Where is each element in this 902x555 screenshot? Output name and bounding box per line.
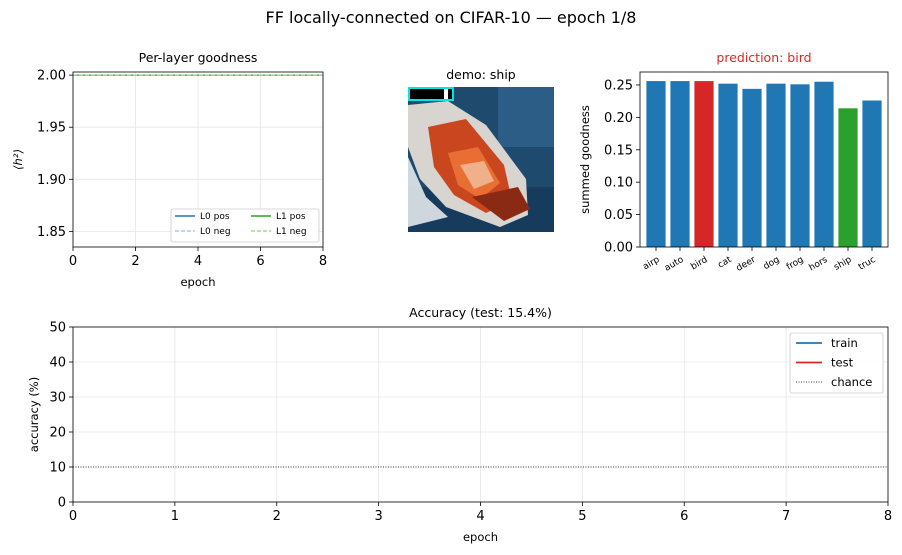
bar-hors (814, 81, 834, 247)
y-tick-label: 10 (49, 461, 66, 476)
x-tick-label: 2 (131, 254, 139, 269)
y-tick-label: 30 (49, 391, 66, 406)
y-tick-label: 1.90 (37, 173, 66, 188)
x-tick-label: truc (857, 255, 878, 273)
bar-bird (694, 81, 714, 248)
y-tick-label: 0.10 (604, 176, 633, 191)
x-tick-label: 5 (578, 509, 586, 524)
x-tick-label: 3 (374, 509, 382, 524)
x-tick-label: deer (735, 255, 758, 274)
legend-label: L1 pos (276, 212, 306, 222)
x-tick-label: frog (785, 255, 805, 273)
stern-shadow (472, 187, 530, 221)
prediction-title: prediction: bird (716, 50, 811, 65)
bar-dog (766, 83, 786, 248)
legend-box (170, 208, 320, 243)
x-tick-label: hors (808, 255, 830, 274)
x-tick-label: 4 (476, 509, 484, 524)
demo-title: demo: ship (446, 67, 516, 82)
accuracy-title: Accuracy (test: 15.4%) (409, 305, 552, 320)
legend-label: L0 neg (200, 227, 231, 237)
figure-title: FF locally-connected on CIFAR-10 — epoch… (265, 8, 637, 27)
x-axis-label: epoch (180, 275, 215, 289)
x-tick-label: 0 (69, 509, 77, 524)
x-tick-label: dog (762, 255, 782, 272)
x-tick-label: 6 (256, 254, 264, 269)
x-axis-label: epoch (463, 530, 498, 544)
y-tick-label: 0.00 (604, 241, 633, 256)
x-tick-label: 8 (884, 509, 892, 524)
x-tick-label: 7 (782, 509, 790, 524)
y-tick-label: 0.25 (604, 78, 633, 93)
plot-frame (639, 71, 889, 248)
y-axis-label: ⟨h²⟩ (11, 149, 25, 170)
label-stamp (408, 87, 454, 101)
deck-highlight (460, 161, 494, 189)
bar-frog (790, 84, 810, 247)
wake-foam (408, 157, 448, 227)
legend-label: train (831, 336, 858, 350)
bar-ship (838, 108, 858, 247)
x-tick-label: airp (641, 255, 661, 273)
chart-title: Per-layer goodness (139, 50, 258, 65)
label-stamp-mark (444, 89, 448, 99)
sea-light (498, 87, 554, 147)
x-tick-label: 8 (319, 254, 327, 269)
bar-truc (862, 100, 882, 247)
bar-auto (670, 81, 690, 248)
x-tick-label: 6 (680, 509, 688, 524)
legend-label: L0 pos (200, 212, 230, 222)
legend-label: chance (831, 375, 872, 389)
x-tick-label: ship (832, 255, 853, 273)
y-axis-label: summed goodness (578, 105, 592, 214)
x-tick-label: 0 (69, 254, 77, 269)
x-tick-label: 2 (273, 509, 281, 524)
y-tick-label: 0.20 (604, 111, 633, 126)
y-tick-label: 1.85 (37, 225, 66, 240)
x-tick-label: auto (663, 255, 686, 274)
y-tick-label: 20 (49, 426, 66, 441)
y-tick-label: 0 (58, 496, 66, 511)
y-tick-label: 2.00 (37, 69, 66, 84)
plot-frame (72, 326, 889, 503)
y-tick-label: 40 (49, 356, 66, 371)
x-tick-label: 1 (171, 509, 179, 524)
x-tick-label: 4 (194, 254, 202, 269)
y-tick-label: 0.15 (604, 143, 633, 158)
bar-cat (718, 83, 738, 248)
x-tick-label: cat (716, 255, 734, 271)
y-tick-label: 1.95 (37, 121, 66, 136)
legend-box (789, 332, 884, 394)
bar-airp (646, 81, 666, 248)
demo-image (408, 87, 554, 232)
legend-label: test (831, 356, 854, 370)
legend-label: L1 neg (276, 227, 307, 237)
y-axis-label: accuracy (%) (27, 377, 41, 452)
x-tick-label: bird (689, 255, 709, 272)
plot-frame (72, 71, 324, 248)
bar-deer (742, 88, 762, 247)
y-tick-label: 50 (49, 321, 66, 336)
y-tick-label: 0.05 (604, 208, 633, 223)
